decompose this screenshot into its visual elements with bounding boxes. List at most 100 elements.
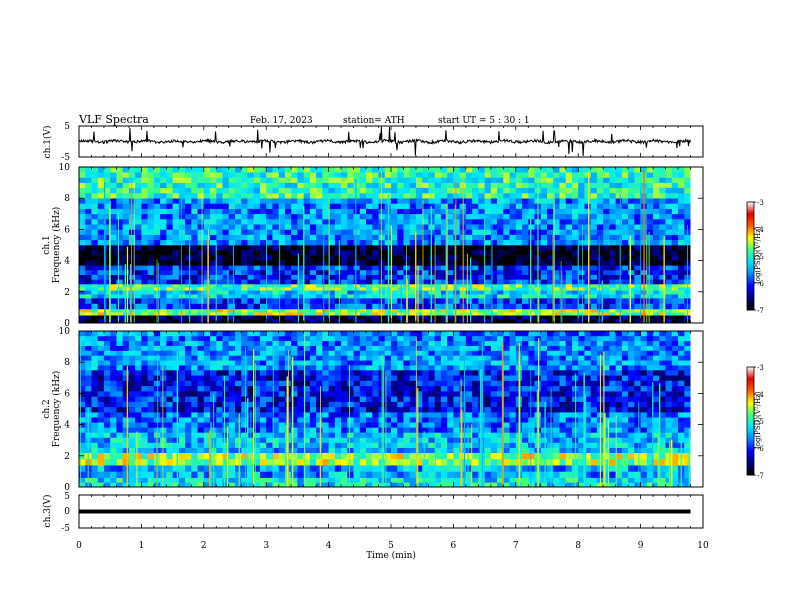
spectrogram-cell xyxy=(391,427,398,433)
spectrogram-cell xyxy=(210,224,217,230)
spectrogram-cell xyxy=(497,269,504,275)
spectrogram-cell xyxy=(409,290,417,295)
spectrogram-cell xyxy=(503,477,510,483)
spectrogram-cell xyxy=(653,260,660,266)
spectrogram-cell xyxy=(447,219,454,225)
spectrogram-cell xyxy=(478,315,485,320)
spectrogram-cell xyxy=(128,172,136,178)
spectrogram-cell xyxy=(366,234,373,241)
spectrogram-cell xyxy=(316,417,323,423)
spectrogram-cell xyxy=(253,437,261,443)
spectrogram-cell xyxy=(309,447,317,453)
spectrogram-cell xyxy=(391,442,398,448)
spectrogram-cell xyxy=(91,427,99,433)
spectrogram-cell xyxy=(553,172,560,178)
spectrogram-cell xyxy=(185,213,192,220)
spectrogram-cell xyxy=(665,229,673,235)
spectrogram-cell xyxy=(147,303,155,310)
spectrogram-cell xyxy=(646,234,654,241)
spectrogram-cell xyxy=(540,265,548,271)
spectrogram-cell xyxy=(659,239,666,246)
spectrogram-cell xyxy=(359,198,367,204)
spectrogram-cell xyxy=(584,471,592,478)
spectrogram-cell xyxy=(578,303,585,310)
spectrogram-cell xyxy=(465,172,473,178)
spectrogram-cell xyxy=(653,187,660,194)
spectrogram-cell xyxy=(291,219,298,225)
spectrogram-cell xyxy=(509,465,517,472)
spectrogram-cell xyxy=(515,274,523,280)
spectrogram-cell xyxy=(341,250,348,256)
spectrogram-cell xyxy=(172,255,180,261)
spectrogram-cell xyxy=(203,412,211,418)
spectrogram-cell xyxy=(453,315,461,320)
spectrogram-cell xyxy=(590,417,598,423)
spectrogram-cell xyxy=(303,224,311,230)
spectrogram-cell xyxy=(128,308,136,313)
spectrogram-cell xyxy=(653,432,660,438)
spectrogram-cell xyxy=(484,298,492,304)
spectrogram-cell xyxy=(609,422,617,428)
spectrogram-cell xyxy=(609,167,617,173)
spectrogram-cell xyxy=(653,465,660,472)
spectrogram-cell xyxy=(253,193,261,199)
spectrogram-cell xyxy=(141,284,149,288)
spectrogram-cell xyxy=(166,269,173,275)
spectrogram-cell xyxy=(503,274,510,280)
spectrogram-cell xyxy=(678,315,685,320)
spectrogram-cell xyxy=(135,187,142,194)
spectrogram-cell xyxy=(646,279,654,285)
spectrogram-cell xyxy=(110,287,117,291)
spectrogram-cell xyxy=(478,250,485,256)
colorbar-segment xyxy=(747,259,754,262)
spectrogram-cell xyxy=(328,442,336,448)
spectrogram-cell xyxy=(222,219,230,225)
spectrogram-cell xyxy=(135,269,142,275)
spectrogram-cell xyxy=(334,279,342,285)
spectrogram-cell xyxy=(116,417,124,423)
spectrogram-cell xyxy=(210,287,217,291)
spectrogram-cell xyxy=(316,208,323,215)
spectrogram-cell xyxy=(153,452,161,460)
spectrogram-cell xyxy=(472,290,479,295)
spectrogram-cell xyxy=(603,229,610,235)
spectrogram-cell xyxy=(447,447,454,453)
spectrogram-cell xyxy=(553,303,560,310)
spectrogram-cell xyxy=(515,167,523,173)
spectrogram-cell xyxy=(403,260,411,266)
spectrogram-cell xyxy=(278,477,286,483)
spectrogram-cell xyxy=(391,315,398,320)
spectrogram-cell xyxy=(316,294,323,299)
colorbar-segment xyxy=(747,247,754,250)
spectrogram-cell xyxy=(653,298,660,304)
spectrogram-cell xyxy=(235,193,242,199)
spectrogram-cell xyxy=(247,269,255,275)
spectrogram-cell xyxy=(621,312,629,316)
spectrogram-cell xyxy=(571,265,579,271)
spectrogram-cell xyxy=(515,284,523,288)
spectrogram-cell xyxy=(97,167,105,173)
spectrogram-cell xyxy=(391,422,398,428)
spectrogram-cell xyxy=(297,319,305,324)
spectrogram-cell xyxy=(503,298,510,304)
spectrogram-cell xyxy=(490,187,498,194)
spectrogram-cell xyxy=(253,452,261,460)
spectrogram-cell xyxy=(122,245,130,251)
spectrogram-cell xyxy=(547,427,554,433)
spectrogram-cell xyxy=(522,229,529,235)
spectrogram-cell xyxy=(615,442,623,448)
spectrogram-cell xyxy=(284,250,292,256)
spectrogram-cell xyxy=(453,290,461,295)
spectrogram-cell xyxy=(216,284,223,288)
spectrogram-cell xyxy=(172,458,180,466)
spectrogram-cell xyxy=(509,245,517,251)
spectrogram-cell xyxy=(397,308,404,313)
spectrogram-cell xyxy=(497,167,504,173)
spectrogram-cell xyxy=(540,219,548,225)
spectrogram-cell xyxy=(659,172,666,178)
spectrogram-cell xyxy=(578,427,585,433)
spectrogram-cell xyxy=(484,245,492,251)
spectrogram-cell xyxy=(540,172,548,178)
spectrogram-cell xyxy=(391,279,398,285)
